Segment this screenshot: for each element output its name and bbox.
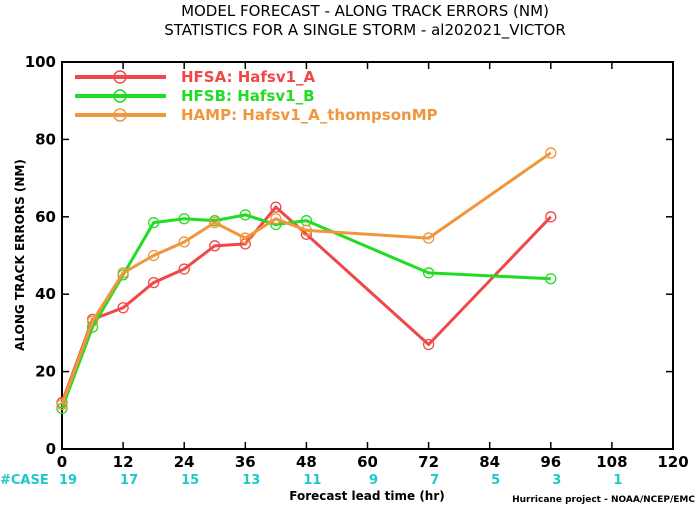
data-point [147,249,160,262]
x-tick-label: 0 [57,453,67,471]
data-point [270,213,282,225]
y-tick-label: 40 [35,285,56,303]
x-tick-label: 96 [540,453,561,471]
data-point [147,216,160,229]
y-tick-label: 60 [35,208,56,226]
data-point [209,216,221,229]
case-count: 17 [120,473,138,488]
case-count: 15 [181,473,199,488]
data-point [209,240,221,252]
x-tick-label: 84 [479,453,500,471]
data-point [147,276,160,289]
case-count: 11 [303,473,321,488]
x-tick-label: 12 [113,453,134,471]
legend-label-3: HAMP: Hafsv1_A_thompsonMP [181,106,438,124]
series-line-1 [60,205,552,404]
legend-marker-1 [113,70,127,84]
x-tick-label: 120 [657,453,688,471]
data-point [178,263,190,275]
legend-marker-3 [113,108,127,122]
legend-label-1: HFSA: Hafsv1_A [181,68,316,86]
case-count: 1 [613,473,622,488]
data-point [117,267,129,279]
series-line-2 [60,213,551,409]
data-point [545,147,557,159]
x-tick-label: 108 [596,453,627,471]
y-axis-label: ALONG TRACK ERRORS (NM) [13,159,27,351]
case-count: 3 [552,473,561,488]
y-tick-label: 80 [35,130,56,148]
x-axis-label: Forecast lead time (hr) [289,489,445,503]
data-point [56,398,68,411]
series-line-3 [60,151,552,406]
credit-text: Hurricane project - NOAA/NCEP/EMC [512,495,695,505]
x-tick-label: 48 [296,453,317,471]
case-count: 7 [430,473,439,488]
chart-subtitle: STATISTICS FOR A SINGLE STORM - al202021… [164,21,566,40]
data-point [178,213,190,225]
chart-title: MODEL FORECAST - ALONG TRACK ERRORS (NM) [181,2,549,20]
case-label: #CASE [0,473,49,488]
x-tick-label: 60 [357,453,378,471]
legend-label-2: HFSB: Hafsv1_B [181,87,315,105]
data-point [86,315,99,327]
data-point [239,232,251,244]
case-count: 5 [491,473,500,488]
case-count: 19 [59,473,77,488]
case-count: 13 [242,473,260,488]
series-3 [56,147,557,411]
series-2 [56,209,557,415]
y-tick-label: 0 [46,440,56,458]
data-point [300,224,313,236]
x-tick-label: 36 [235,453,256,471]
data-point [422,267,435,279]
data-point [117,302,129,314]
x-tick-label: 24 [174,453,195,471]
y-tick-label: 100 [25,53,56,71]
data-point [545,211,557,223]
data-point [422,232,435,244]
data-point [422,338,435,351]
data-point [545,273,557,285]
data-point [270,201,282,213]
case-count: 9 [369,473,378,488]
series-1 [56,201,557,409]
data-point [178,236,190,248]
x-tick-label: 72 [418,453,439,471]
legend-marker-2 [113,89,127,103]
y-tick-label: 20 [35,363,56,381]
data-point [239,209,251,221]
